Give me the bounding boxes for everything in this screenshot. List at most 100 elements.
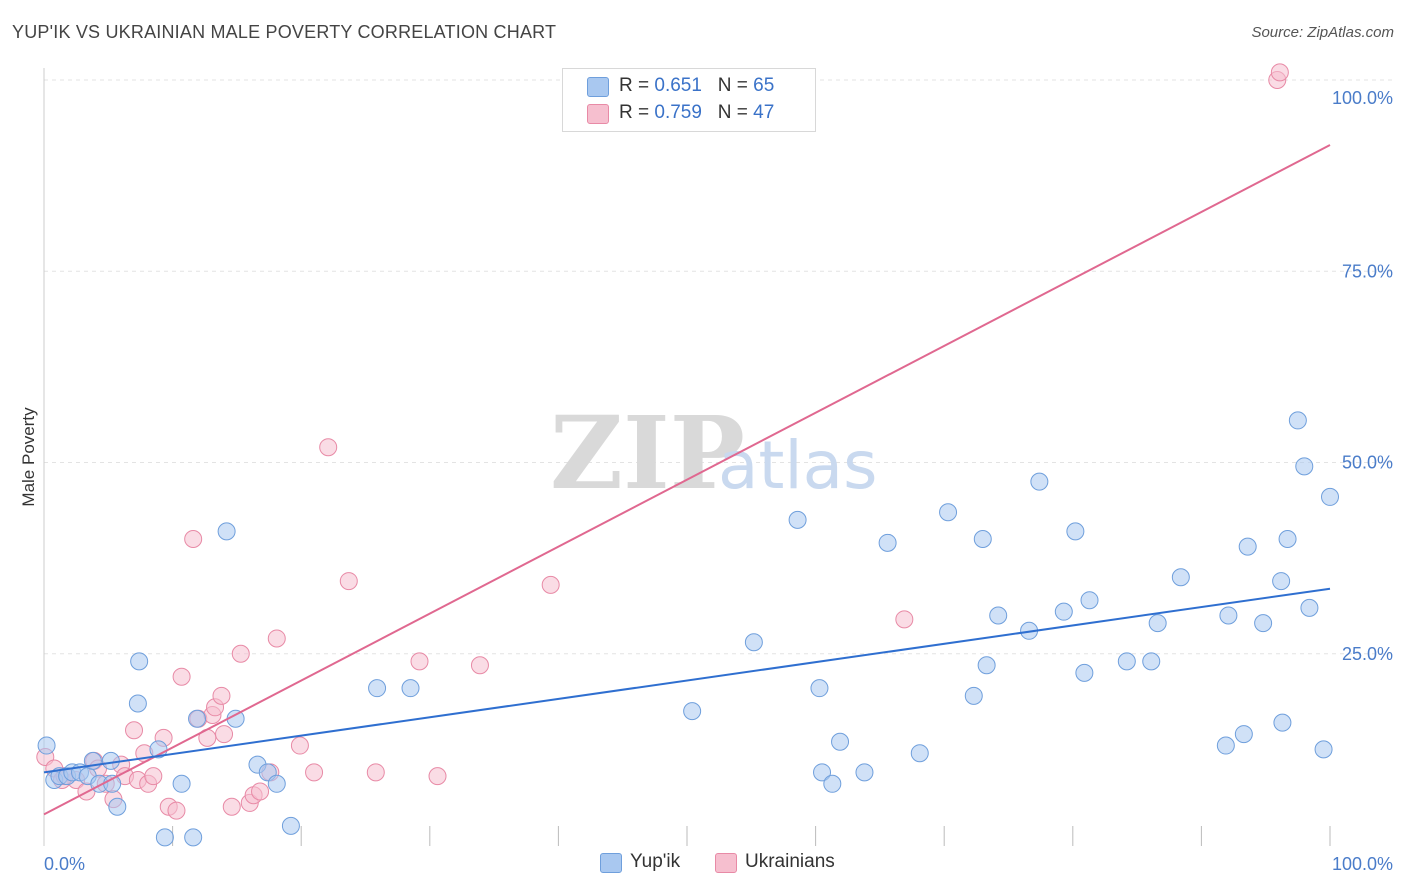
yupik-point <box>1117 652 1136 671</box>
legend-n-value: 47 <box>753 102 775 123</box>
yupik-point <box>989 606 1008 625</box>
y-tick-label: 100.0% <box>1332 88 1393 108</box>
yupik-point <box>939 503 958 522</box>
x-ticks <box>172 826 1331 846</box>
legend-text-ukrainians: R = 0.759 N = 47 <box>619 102 774 124</box>
ukrainians-point <box>172 667 191 686</box>
yupik-point <box>1142 652 1161 671</box>
yupik-point <box>401 679 420 698</box>
correlation-legend: R = 0.651 N = 65 R = 0.759 N = 47 <box>562 68 816 132</box>
yupik-point <box>184 828 203 847</box>
legend-n-label: N = <box>717 75 754 96</box>
yupik-point <box>217 522 236 541</box>
yupik-point <box>744 633 763 652</box>
yupik-point <box>683 702 702 721</box>
legend-n-label: N = <box>717 102 754 123</box>
ukrainians-point <box>290 736 309 755</box>
legend-r-label: R = <box>619 102 655 123</box>
legend-text-yupik: R = 0.651 N = 65 <box>619 75 774 97</box>
ukrainians-point <box>212 686 231 705</box>
x-tick-label-max: 100.0% <box>1332 854 1393 874</box>
legend-n-value: 65 <box>753 75 775 96</box>
yupik-point <box>1314 740 1333 759</box>
y-tick-label: 25.0% <box>1342 644 1393 664</box>
yupik-point <box>130 652 149 671</box>
legend-r-label: R = <box>619 75 655 96</box>
yupik-point <box>878 533 897 552</box>
yupik-point <box>1321 487 1339 506</box>
yupik-point <box>1054 602 1073 621</box>
yupik-point <box>977 656 996 675</box>
yupik-point <box>1171 568 1190 587</box>
yupik-point <box>823 774 842 793</box>
trend-lines <box>43 144 1331 816</box>
yupik-point <box>172 774 191 793</box>
yupik-point <box>831 732 850 751</box>
ukrainians-point <box>231 644 250 663</box>
legend-r-value: 0.759 <box>654 102 702 123</box>
yupik-point <box>128 694 147 713</box>
ukrainians-point <box>215 725 234 744</box>
yupik-point <box>810 679 829 698</box>
yupik-point <box>1219 606 1238 625</box>
yupik-point <box>101 751 120 770</box>
yupik-point <box>1075 663 1094 682</box>
yupik-trend-line <box>43 587 1331 774</box>
ukrainians-point <box>541 575 560 594</box>
y-tick-label: 75.0% <box>1342 261 1393 281</box>
yupik-point <box>37 736 56 755</box>
yupik-point <box>855 763 874 782</box>
ukrainians-point <box>428 767 447 786</box>
yupik-point <box>281 816 300 835</box>
y-tick-label: 50.0% <box>1342 453 1393 473</box>
source-label: Source: ZipAtlas.com <box>1251 24 1394 41</box>
yupik-point <box>267 774 286 793</box>
yupik-point <box>368 679 387 698</box>
ukrainians-point <box>167 801 186 820</box>
yupik-point <box>188 709 207 728</box>
yupik-point <box>1080 591 1099 610</box>
yupik-point <box>964 686 983 705</box>
yupik-point <box>108 797 127 816</box>
ukrainians-point <box>366 763 385 782</box>
ukrainians-point <box>895 610 914 629</box>
ukrainians-point <box>251 782 270 801</box>
ukrainians-point <box>305 763 324 782</box>
yupik-point <box>1066 522 1085 541</box>
ukrainians-point <box>339 572 358 591</box>
yupik-point <box>1300 598 1319 617</box>
yupik-point <box>1234 725 1253 744</box>
ukrainians-point <box>184 530 203 548</box>
yupik-point <box>1148 614 1167 633</box>
watermark: ZIP atlas <box>550 394 878 512</box>
ukrainians-point <box>410 652 429 671</box>
ukrainians-point <box>267 629 286 648</box>
ukrainians-point <box>319 438 338 457</box>
yupik-point <box>788 510 807 529</box>
ukrainians-point <box>470 656 489 675</box>
ukrainians-point <box>125 721 144 740</box>
ukrainians-point <box>222 797 241 816</box>
chart-title: YUP'IK VS UKRAINIAN MALE POVERTY CORRELA… <box>12 22 557 42</box>
watermark-zip: ZIP <box>550 394 745 512</box>
yupik-point <box>1238 537 1257 556</box>
legend-r-value: 0.651 <box>654 75 702 96</box>
yupik-point <box>1288 411 1307 430</box>
watermark-atlas: atlas <box>718 427 878 504</box>
yupik-point <box>155 828 174 847</box>
yupik-point <box>813 763 832 782</box>
x-tick-label-min: 0.0% <box>44 854 85 874</box>
yupik-point <box>1216 736 1235 755</box>
yupik-points <box>37 411 1339 847</box>
yupik-point <box>1295 457 1314 476</box>
yupik-point <box>1278 530 1297 548</box>
series-swatch-yupik <box>600 853 622 873</box>
legend-swatch-ukrainians <box>587 104 609 124</box>
series-swatch-ukrainians <box>715 853 737 873</box>
yupik-point <box>910 744 929 763</box>
yupik-point <box>1273 713 1292 732</box>
series-label-ukrainians: Ukrainians <box>745 851 835 872</box>
yupik-point <box>1272 572 1291 591</box>
ukrainians-trend-line <box>43 144 1331 816</box>
